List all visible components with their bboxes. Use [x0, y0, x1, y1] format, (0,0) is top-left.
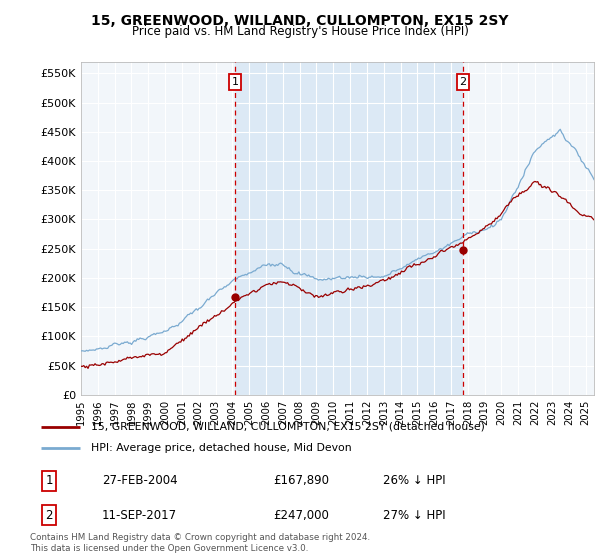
Text: 1: 1: [232, 77, 238, 87]
Text: 27-FEB-2004: 27-FEB-2004: [102, 474, 178, 487]
Text: HPI: Average price, detached house, Mid Devon: HPI: Average price, detached house, Mid …: [91, 443, 352, 453]
Text: Price paid vs. HM Land Registry's House Price Index (HPI): Price paid vs. HM Land Registry's House …: [131, 25, 469, 38]
Text: 2: 2: [46, 508, 53, 521]
Text: 2: 2: [460, 77, 467, 87]
Text: Contains HM Land Registry data © Crown copyright and database right 2024.
This d: Contains HM Land Registry data © Crown c…: [30, 533, 370, 553]
Text: 15, GREENWOOD, WILLAND, CULLOMPTON, EX15 2SY: 15, GREENWOOD, WILLAND, CULLOMPTON, EX15…: [91, 14, 509, 28]
Text: £247,000: £247,000: [273, 508, 329, 521]
Text: 1: 1: [46, 474, 53, 487]
Text: 15, GREENWOOD, WILLAND, CULLOMPTON, EX15 2SY (detached house): 15, GREENWOOD, WILLAND, CULLOMPTON, EX15…: [91, 422, 485, 432]
Bar: [235, 62, 463, 395]
Text: 27% ↓ HPI: 27% ↓ HPI: [383, 508, 446, 521]
Text: £167,890: £167,890: [273, 474, 329, 487]
Text: 26% ↓ HPI: 26% ↓ HPI: [383, 474, 446, 487]
Text: 11-SEP-2017: 11-SEP-2017: [102, 508, 177, 521]
